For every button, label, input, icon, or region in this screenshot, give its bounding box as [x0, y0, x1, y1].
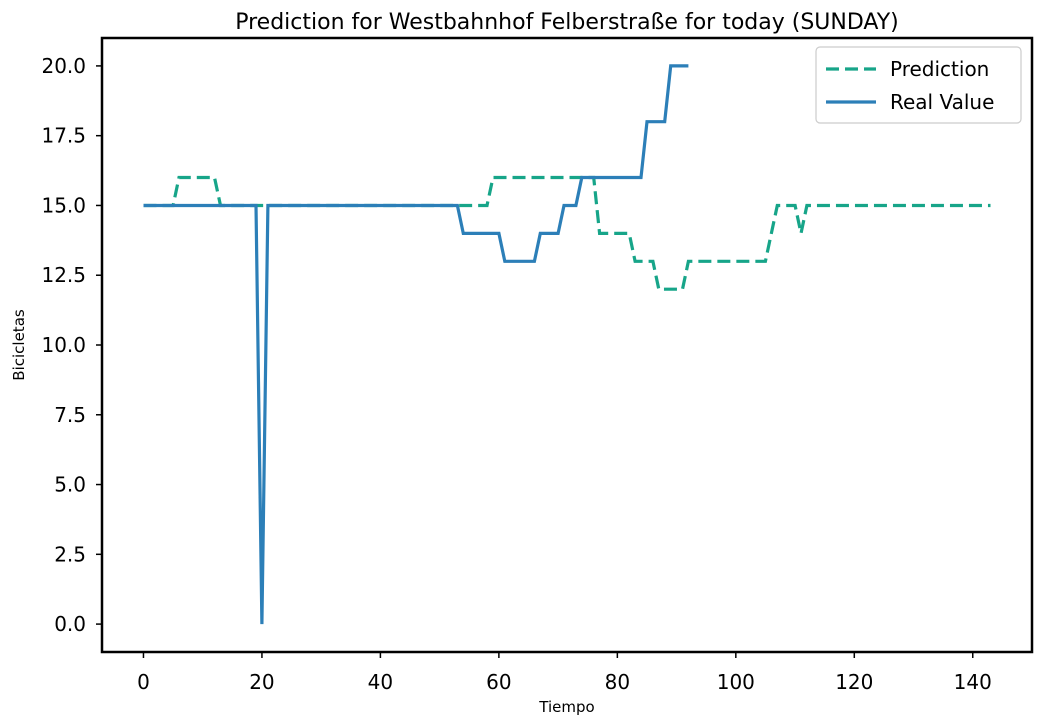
legend: Prediction Real Value [815, 46, 1022, 124]
x-tick-label: 100 [717, 670, 755, 694]
x-axis-ticks: 0 20 40 60 80 100 120 140 [137, 652, 992, 694]
y-tick-label: 10.0 [41, 333, 86, 357]
y-tick-label: 15.0 [41, 193, 86, 217]
x-tick-label: 120 [835, 670, 873, 694]
y-tick-label: 5.0 [54, 473, 86, 497]
x-tick-label: 20 [249, 670, 274, 694]
y-tick-label: 17.5 [41, 124, 86, 148]
y-tick-label: 7.5 [54, 403, 86, 427]
y-tick-label: 0.0 [54, 612, 86, 636]
legend-box [815, 46, 1022, 124]
x-tick-label: 60 [486, 670, 511, 694]
y-tick-label: 12.5 [41, 263, 86, 287]
x-axis-label: Tiempo [538, 698, 594, 716]
x-tick-label: 0 [137, 670, 150, 694]
y-tick-label: 20.0 [41, 54, 86, 78]
x-tick-label: 80 [605, 670, 630, 694]
plot-frame [100, 36, 1034, 654]
chart-title: Prediction for Westbahnhof Felberstraße … [235, 10, 899, 35]
plot-series [143, 64, 991, 625]
legend-label: Real Value [890, 90, 994, 114]
y-tick-label: 2.5 [54, 542, 86, 566]
y-axis-ticks: 0.0 2.5 5.0 7.5 10.0 12.5 15.0 17.5 20.0 [41, 54, 102, 636]
series-line-prediction [143, 175, 991, 291]
x-tick-label: 40 [368, 670, 393, 694]
x-tick-label: 140 [954, 670, 992, 694]
legend-label: Prediction [890, 57, 989, 81]
series-line-real-value [143, 64, 689, 625]
y-axis-label: Bicicletas [10, 309, 28, 381]
